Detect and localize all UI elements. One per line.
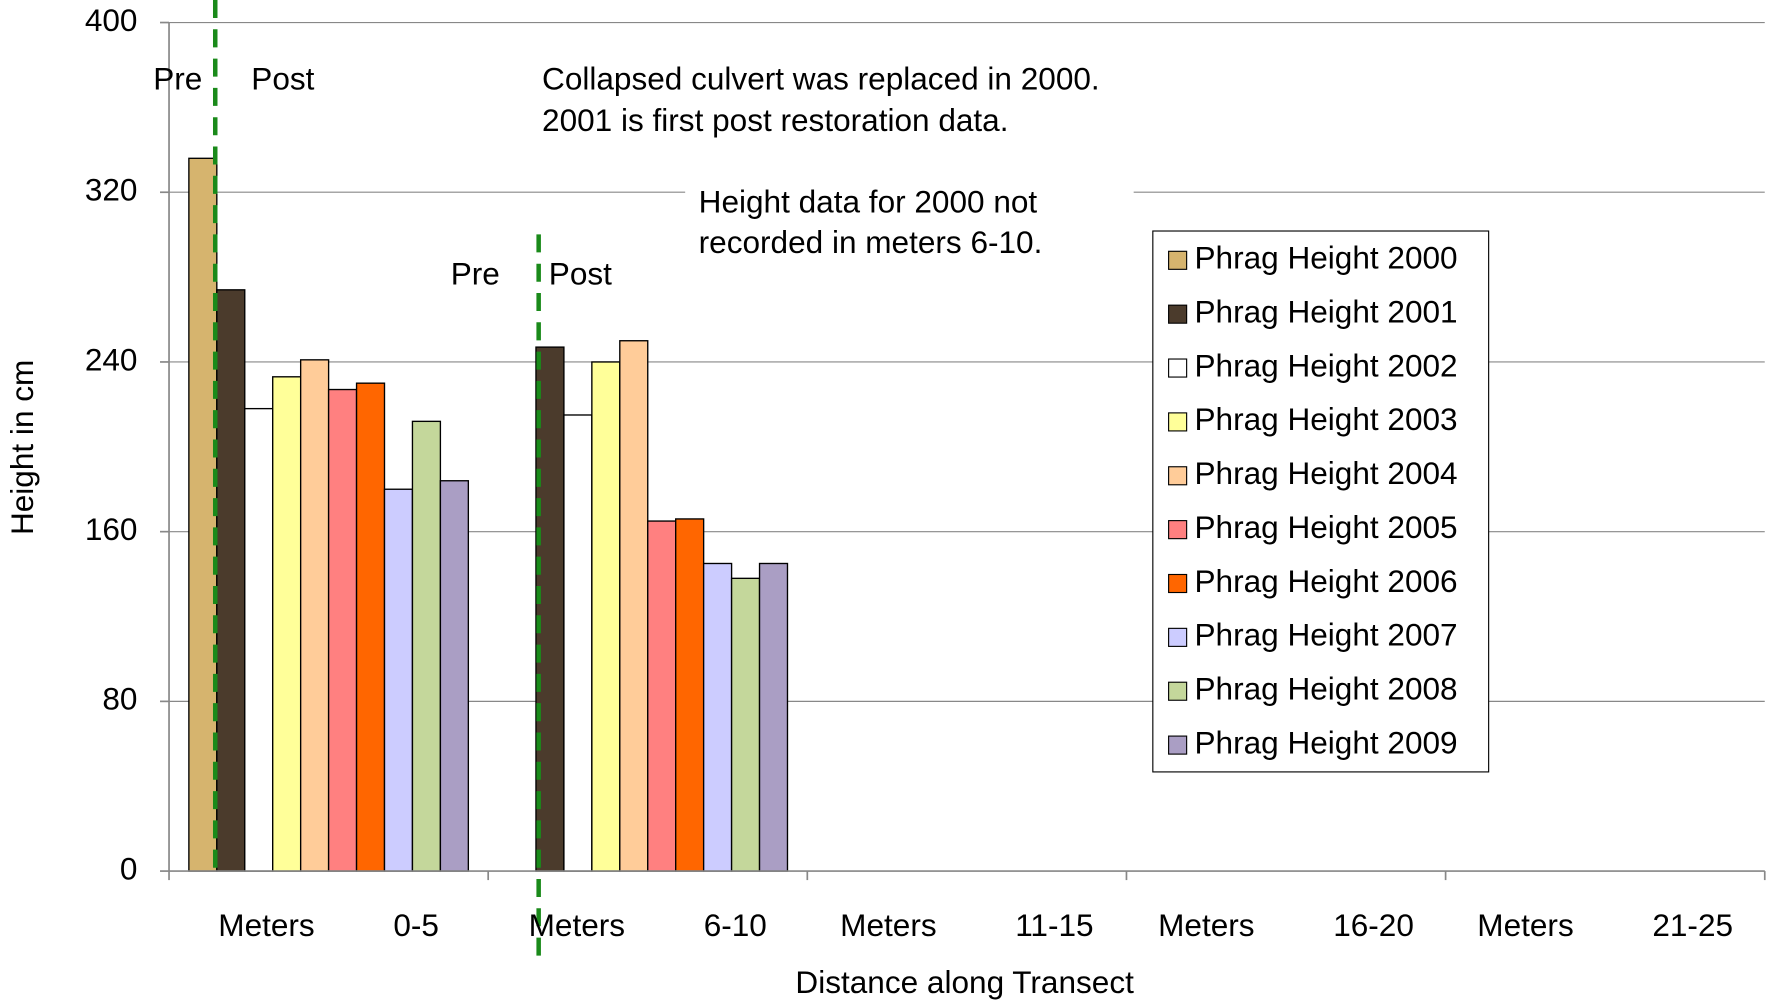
legend-label: Phrag Height 2003 (1195, 401, 1458, 437)
y-tick-label: 320 (85, 172, 138, 208)
bar (355, 382, 386, 872)
y-tick-label: 400 (85, 2, 138, 38)
bar (758, 562, 789, 872)
y-tick-label: 160 (85, 511, 138, 547)
legend-label: Phrag Height 2008 (1195, 671, 1458, 707)
legend-swatch (1168, 304, 1188, 324)
x-tick-label: Meters 0-5 (218, 907, 439, 943)
annotation: recorded in meters 6-10. (699, 224, 1043, 260)
x-tick-label: Meters 6-10 (529, 907, 767, 943)
bar (702, 562, 733, 872)
bar (383, 488, 414, 872)
legend-swatch (1168, 250, 1188, 270)
annotation: Collapsed culvert was replaced in 2000. (542, 60, 1100, 96)
bar (563, 414, 593, 872)
bar (327, 388, 358, 872)
annotation: 2001 is first post restoration data. (542, 102, 1008, 138)
legend-swatch (1168, 627, 1188, 647)
x-tick-label: Meters 21-25 (1477, 907, 1733, 943)
bar (439, 480, 470, 872)
y-tick-label: 80 (102, 681, 137, 717)
legend-swatch (1168, 735, 1188, 755)
legend-label: Phrag Height 2002 (1195, 347, 1458, 383)
legend-box (1152, 230, 1490, 773)
y-axis-title: Height in cm (4, 360, 40, 535)
legend-swatch (1168, 573, 1188, 594)
annotation-bg (685, 180, 1134, 271)
bar (591, 361, 621, 872)
legend-label: Phrag Height 2005 (1195, 509, 1458, 545)
legend-label: Phrag Height 2006 (1195, 563, 1458, 599)
annotation: Post (251, 60, 314, 96)
bars (188, 157, 789, 872)
annotation: Pre (451, 255, 500, 291)
bar (675, 518, 705, 872)
bar (299, 359, 330, 872)
y-tick-label: 0 (120, 850, 138, 886)
y-tick-label: 240 (85, 341, 138, 377)
legend-label: Phrag Height 2001 (1195, 294, 1458, 330)
bar (188, 157, 218, 872)
legend-swatch (1168, 520, 1188, 540)
legend-label: Phrag Height 2004 (1195, 455, 1458, 491)
legend-label: Phrag Height 2000 (1195, 240, 1458, 276)
annotation: Post (549, 255, 612, 291)
bar (272, 376, 302, 872)
x-tick-label: Meters 11-15 (840, 907, 1093, 943)
bar (244, 407, 274, 872)
legend-swatch (1168, 681, 1188, 701)
bar (730, 577, 761, 872)
x-tick-label: Meters 16-20 (1158, 907, 1414, 943)
legend-label: Phrag Height 2009 (1195, 724, 1458, 760)
legend-swatch (1168, 412, 1188, 432)
bar (411, 420, 442, 872)
bar (647, 520, 677, 872)
bar (216, 289, 246, 872)
legend-swatch (1168, 466, 1188, 486)
x-axis-title: Distance along Transect (795, 964, 1134, 1000)
legend-label: Phrag Height 2007 (1195, 617, 1458, 653)
annotation: Pre (153, 60, 202, 96)
legend-swatch (1168, 358, 1188, 378)
annotation: Height data for 2000 not (699, 183, 1038, 219)
legend: Phrag Height 2000 Phrag Height 2001 Phrag … (1168, 240, 1458, 760)
bar (619, 340, 649, 872)
